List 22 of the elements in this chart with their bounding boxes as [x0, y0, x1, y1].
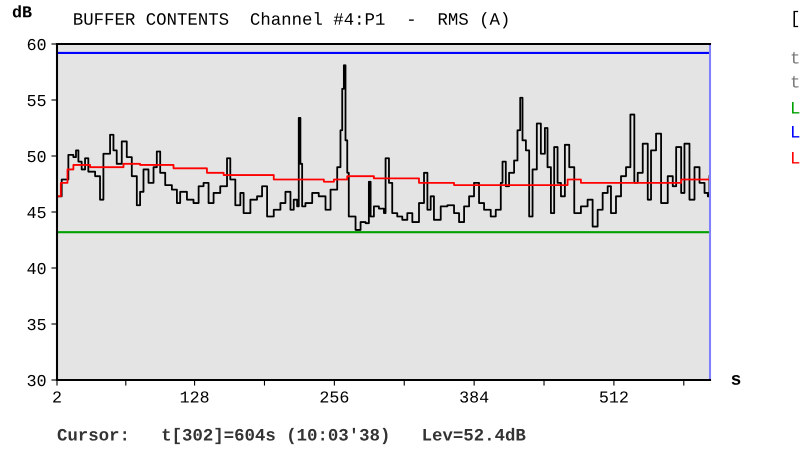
y-axis-title: dB [12, 5, 32, 18]
x-tick-label: 2 [53, 391, 61, 402]
y-tick-label: 60 [28, 38, 46, 50]
y-tick-label: 50 [28, 150, 46, 162]
ref-line-label: L [792, 102, 800, 114]
y-tick-label: 40 [27, 262, 46, 274]
y-tick-label: 45 [27, 207, 46, 218]
x-tick-label: 512 [600, 391, 628, 403]
text: t [792, 76, 799, 88]
text: Cursor: t[302]=604s (10:03'38) Lev=52.4dB [58, 428, 526, 444]
text: [ [793, 10, 798, 28]
ref-line-label: L [792, 126, 800, 138]
chart-title: BUFFER CONTENTS Channel #4:P1 - RMS (A) [74, 12, 508, 28]
text: L [792, 152, 800, 164]
y-tick-label: 30 [28, 374, 46, 386]
y-tick-label: 55 [28, 95, 46, 106]
x-axis-title: s [732, 374, 740, 385]
x-tick-label: 256 [320, 391, 348, 403]
text: t [792, 52, 799, 64]
x-tick-label: 128 [180, 391, 208, 403]
y-tick-label: 35 [28, 318, 46, 330]
x-tick-label: 384 [460, 391, 488, 403]
